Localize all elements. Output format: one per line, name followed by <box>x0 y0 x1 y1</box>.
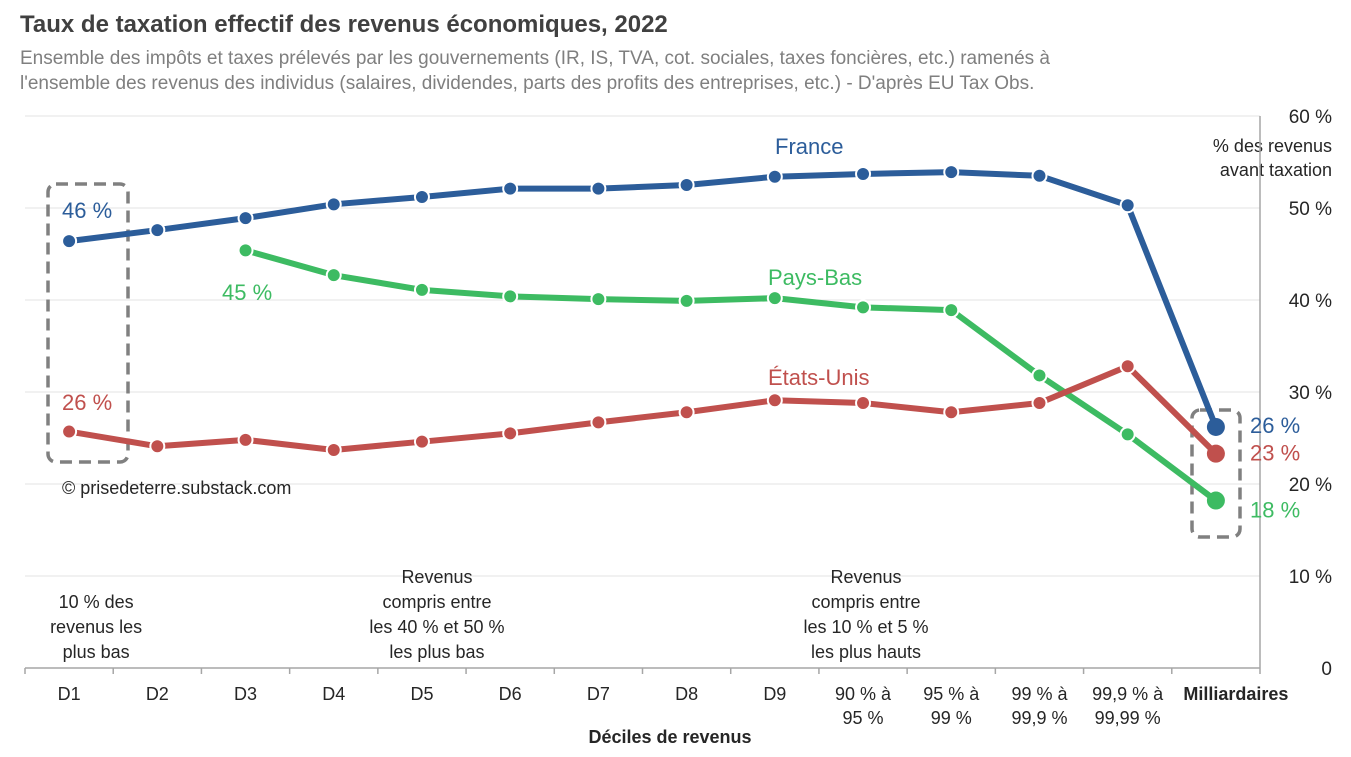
x-axis-title: Déciles de revenus <box>588 727 751 747</box>
data-label: 46 % <box>62 198 112 223</box>
x-tick-label: D8 <box>675 684 698 704</box>
data-point <box>502 180 519 197</box>
data-point <box>766 290 783 307</box>
series-name-label: Pays-Bas <box>768 265 862 290</box>
data-point <box>61 233 78 250</box>
data-point <box>855 165 872 182</box>
data-point <box>413 433 430 450</box>
annotation-text: revenus les <box>50 617 142 637</box>
data-label: 23 % <box>1250 441 1300 466</box>
data-point <box>325 267 342 284</box>
y-axis-label: avant taxation <box>1220 160 1332 180</box>
data-point <box>855 395 872 412</box>
data-point <box>61 423 78 440</box>
data-point <box>766 392 783 409</box>
x-tick-label: D3 <box>234 684 257 704</box>
x-tick-label: 99,99 % <box>1095 708 1161 728</box>
data-point <box>943 404 960 421</box>
data-point <box>149 222 166 239</box>
data-label: 26 % <box>1250 413 1300 438</box>
annotation-text: les plus bas <box>389 642 484 662</box>
annotation-text: Revenus <box>401 567 472 587</box>
data-point <box>1119 197 1136 214</box>
x-tick-label: D6 <box>499 684 522 704</box>
data-point <box>413 188 430 205</box>
x-tick-label: Milliardaires <box>1183 684 1288 704</box>
y-tick-label: 60 % <box>1289 107 1332 128</box>
annotation-text: compris entre <box>812 592 921 612</box>
annotation-text: les 10 % et 5 % <box>803 617 928 637</box>
annotation-text: plus bas <box>63 642 130 662</box>
data-label: 26 % <box>62 390 112 415</box>
data-point <box>943 164 960 181</box>
x-tick-label: D2 <box>146 684 169 704</box>
data-point <box>149 438 166 455</box>
data-point <box>766 168 783 185</box>
y-tick-label: 40 % <box>1289 291 1332 312</box>
x-tick-label: D5 <box>410 684 433 704</box>
chart-title: Taux de taxation effectif des revenus éc… <box>20 11 668 38</box>
annotation-text: les 40 % et 50 % <box>369 617 504 637</box>
data-point <box>1206 491 1225 510</box>
data-point <box>1206 417 1225 436</box>
x-tick-label: D7 <box>587 684 610 704</box>
x-tick-label: 99 % <box>931 708 972 728</box>
data-point <box>325 196 342 213</box>
series-name-label: France <box>775 134 843 159</box>
series-name-label: États-Unis <box>768 365 869 390</box>
series-line-1 <box>244 247 1218 503</box>
chart-subtitle: l'ensemble des revenus des individus (sa… <box>20 73 1034 94</box>
annotation-text: les plus hauts <box>811 642 921 662</box>
x-tick-label: D9 <box>763 684 786 704</box>
data-point <box>678 292 695 309</box>
annotation-text: 10 % des <box>59 592 134 612</box>
data-point <box>502 425 519 442</box>
data-point <box>1031 395 1048 412</box>
data-point <box>413 281 430 298</box>
x-tick-label: D4 <box>322 684 345 704</box>
series-line-2 <box>68 363 1219 456</box>
x-tick-label: 90 % à <box>835 684 892 704</box>
y-tick-label: 30 % <box>1289 383 1332 404</box>
annotation-text: Revenus <box>831 567 902 587</box>
y-tick-label: 50 % <box>1289 199 1332 220</box>
chart-subtitle: Ensemble des impôts et taxes prélevés pa… <box>20 48 1050 69</box>
x-tick-label: 99,9 % à <box>1092 684 1164 704</box>
data-point <box>590 291 607 308</box>
y-tick-label: 20 % <box>1289 475 1332 496</box>
data-point <box>237 210 254 227</box>
y-axis-label: % des revenus <box>1213 136 1332 156</box>
data-point <box>1031 167 1048 184</box>
data-point <box>678 404 695 421</box>
data-point <box>237 431 254 448</box>
credit-text: © prisedeterre.substack.com <box>62 478 291 498</box>
highlight-box-billionaires <box>1190 408 1242 539</box>
series-line-0 <box>68 169 1219 429</box>
data-point <box>1206 444 1225 463</box>
data-point <box>237 242 254 259</box>
highlight-box-d1 <box>46 182 130 464</box>
data-point <box>943 302 960 319</box>
y-tick-label: 10 % <box>1289 567 1332 588</box>
x-tick-label: 95 % à <box>923 684 980 704</box>
data-point <box>590 414 607 431</box>
data-point <box>1119 426 1136 443</box>
x-tick-label: 95 % <box>843 708 884 728</box>
data-point <box>502 288 519 305</box>
data-point <box>590 180 607 197</box>
data-label: 45 % <box>222 280 272 305</box>
y-tick-label: 0 <box>1321 659 1332 680</box>
x-tick-label: 99,9 % <box>1011 708 1067 728</box>
data-point <box>1119 358 1136 375</box>
data-point <box>325 441 342 458</box>
data-point <box>855 299 872 316</box>
x-tick-label: D1 <box>58 684 81 704</box>
data-point <box>1031 367 1048 384</box>
data-label: 18 % <box>1250 498 1300 523</box>
x-tick-label: 99 % à <box>1011 684 1068 704</box>
annotation-text: compris entre <box>382 592 491 612</box>
data-point <box>678 177 695 193</box>
